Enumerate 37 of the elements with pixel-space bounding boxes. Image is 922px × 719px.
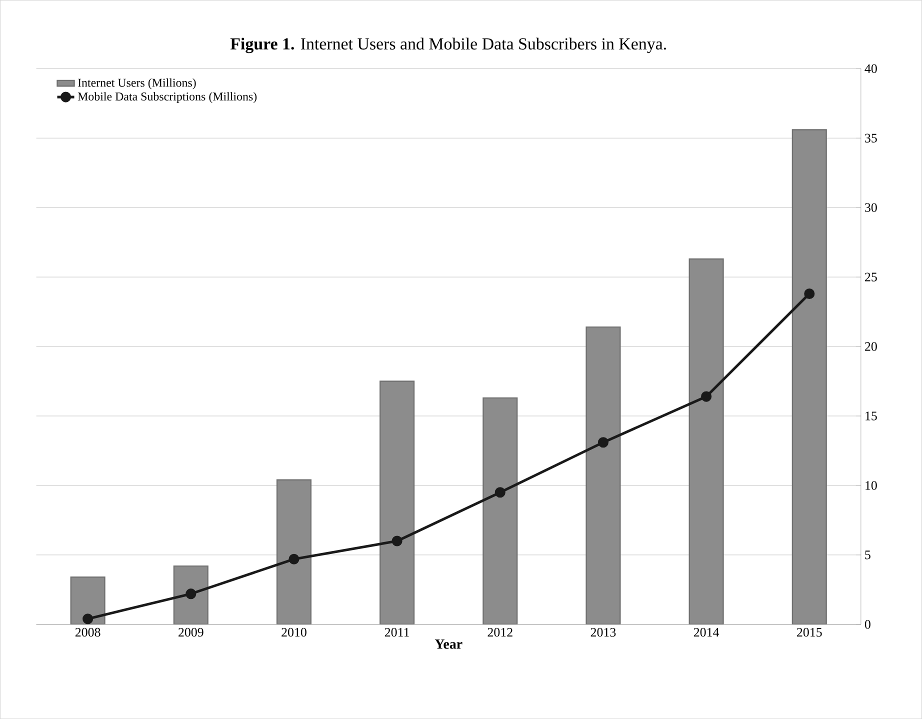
x-tick-label: 2013 bbox=[590, 628, 616, 637]
x-tick-label: 2012 bbox=[488, 628, 512, 637]
chart-title: Figure 1. Internet Users and Mobile Data Subscribers in Kenya. bbox=[230, 38, 666, 54]
legend-label: Internet Users (Millions) bbox=[78, 78, 196, 90]
y-tick-label: 10 bbox=[866, 481, 877, 490]
x-tick-label: 2014 bbox=[694, 628, 720, 637]
x-axis-title: Year bbox=[434, 639, 462, 649]
bar bbox=[482, 397, 518, 624]
y-tick-label: 35 bbox=[865, 134, 877, 142]
x-tick-label: 2010 bbox=[282, 628, 306, 637]
y-tick-label: 30 bbox=[865, 203, 877, 212]
y-tick-label: 25 bbox=[865, 272, 877, 282]
x-tick-label: 2008 bbox=[75, 628, 100, 637]
x-tick-label: 2015 bbox=[797, 628, 822, 637]
point bbox=[186, 588, 196, 600]
y-tick-label: 20 bbox=[865, 342, 877, 351]
y-tick-label: 15 bbox=[866, 412, 877, 420]
point bbox=[494, 487, 506, 498]
bar bbox=[586, 326, 621, 624]
bar bbox=[173, 565, 208, 624]
point bbox=[598, 437, 609, 448]
legend-label: Mobile Data Subscriptions (Millions) bbox=[78, 92, 257, 103]
point bbox=[288, 554, 300, 564]
x-tick-label: 2011 bbox=[384, 628, 409, 637]
bar bbox=[792, 129, 827, 624]
x-tick-label: 2009 bbox=[178, 628, 204, 637]
y-tick-label: 0 bbox=[864, 620, 870, 629]
point bbox=[804, 288, 815, 299]
point bbox=[392, 536, 402, 546]
bar bbox=[276, 479, 312, 624]
bar bbox=[688, 258, 724, 624]
point bbox=[701, 391, 712, 402]
bar bbox=[70, 576, 106, 624]
bar bbox=[380, 380, 415, 624]
y-tick-label: 5 bbox=[865, 550, 870, 560]
y-tick-label: 40 bbox=[864, 64, 877, 73]
point bbox=[82, 614, 94, 624]
